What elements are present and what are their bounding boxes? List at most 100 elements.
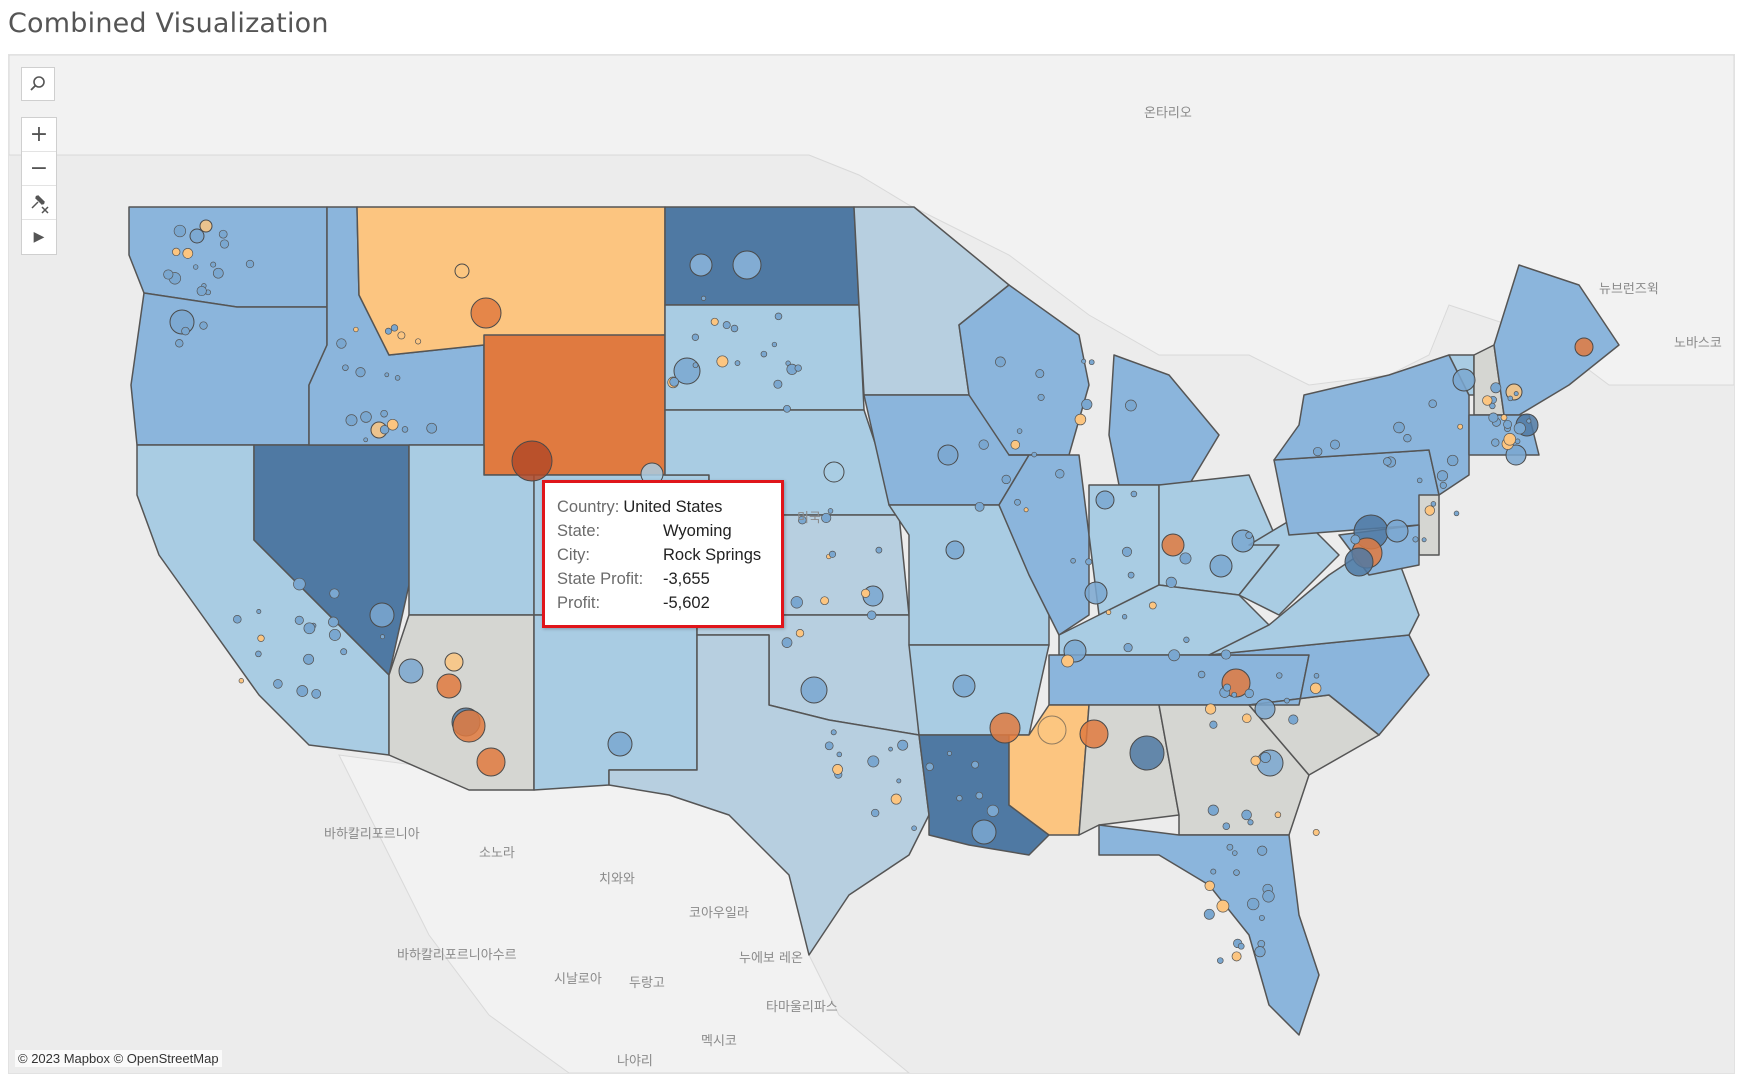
city-dot[interactable]: [1447, 454, 1459, 467]
city-dot[interactable]: [1165, 576, 1177, 588]
city-dot[interactable]: [1037, 393, 1045, 401]
city-dot[interactable]: [1490, 382, 1502, 394]
city-dot[interactable]: [774, 312, 783, 321]
city-dot[interactable]: [1257, 845, 1268, 856]
city-marker[interactable]: [1095, 490, 1115, 510]
city-marker[interactable]: [1161, 533, 1185, 557]
city-dot[interactable]: [1055, 469, 1065, 479]
city-dot[interactable]: [1430, 501, 1437, 507]
city-marker[interactable]: [732, 250, 762, 280]
city-dot[interactable]: [1254, 946, 1266, 958]
city-dot[interactable]: [1330, 439, 1340, 450]
state-texas[interactable]: [608, 634, 930, 956]
city-dot[interactable]: [218, 229, 228, 239]
city-marker[interactable]: [945, 540, 965, 560]
city-dot[interactable]: [363, 437, 369, 443]
city-dot[interactable]: [257, 634, 265, 642]
city-marker[interactable]: [1254, 698, 1276, 720]
city-dot[interactable]: [1226, 843, 1234, 851]
city-dot[interactable]: [1482, 395, 1493, 406]
city-dot[interactable]: [1121, 614, 1128, 620]
city-dot[interactable]: [1125, 399, 1137, 412]
city-dot[interactable]: [380, 409, 388, 418]
city-marker[interactable]: [1129, 735, 1165, 771]
city-dot[interactable]: [1179, 552, 1192, 565]
city-dot[interactable]: [1500, 414, 1508, 421]
city-rock-springs[interactable]: [511, 440, 553, 482]
city-dot[interactable]: [1313, 446, 1323, 457]
city-dot[interactable]: [824, 741, 834, 751]
city-dot[interactable]: [1130, 490, 1138, 498]
city-dot[interactable]: [386, 418, 399, 431]
city-dot[interactable]: [790, 596, 803, 609]
city-dot[interactable]: [273, 679, 283, 689]
city-dot[interactable]: [971, 760, 979, 769]
city-dot[interactable]: [345, 414, 358, 427]
city-dot[interactable]: [1439, 481, 1447, 489]
city-marker[interactable]: [1084, 581, 1108, 605]
city-dot[interactable]: [397, 331, 406, 340]
city-dot[interactable]: [781, 637, 793, 648]
city-dot[interactable]: [1416, 477, 1423, 484]
city-dot[interactable]: [353, 326, 359, 333]
city-marker[interactable]: [1452, 368, 1476, 392]
city-dot[interactable]: [1247, 819, 1254, 826]
city-dot[interactable]: [911, 825, 917, 831]
city-dot[interactable]: [1393, 421, 1405, 434]
city-dot[interactable]: [867, 755, 880, 768]
city-dot[interactable]: [1313, 673, 1320, 679]
city-dot[interactable]: [293, 577, 306, 591]
city-dot[interactable]: [1488, 412, 1499, 423]
city-dot[interactable]: [760, 350, 768, 358]
city-dot[interactable]: [1223, 683, 1232, 692]
city-dot[interactable]: [1503, 433, 1517, 446]
city-dot[interactable]: [256, 609, 262, 614]
city-marker[interactable]: [1209, 554, 1233, 578]
city-dot[interactable]: [861, 588, 871, 598]
city-dot[interactable]: [836, 751, 843, 758]
map-view[interactable]: 온타리오 뉴브런즈윅 노바스코 바하칼리포르니아 소노라 치와와 코아우일라 누…: [8, 54, 1735, 1074]
city-dot[interactable]: [1312, 828, 1320, 836]
city-dot[interactable]: [798, 515, 807, 525]
state-arizona[interactable]: [388, 614, 535, 791]
city-dot[interactable]: [328, 616, 339, 628]
city-dot[interactable]: [1168, 649, 1181, 662]
city-dot[interactable]: [1127, 571, 1135, 579]
city-dot[interactable]: [1123, 643, 1133, 653]
city-dot[interactable]: [896, 778, 902, 784]
city-dot[interactable]: [827, 508, 834, 514]
city-dot[interactable]: [1204, 880, 1215, 891]
city-marker[interactable]: [476, 747, 506, 777]
city-dot[interactable]: [1453, 510, 1460, 517]
city-dot[interactable]: [173, 224, 187, 238]
city-dot[interactable]: [734, 360, 741, 366]
city-dot[interactable]: [384, 372, 390, 378]
city-dot[interactable]: [1210, 868, 1217, 875]
city-dot[interactable]: [1148, 601, 1157, 610]
city-dot[interactable]: [716, 355, 729, 368]
city-dot[interactable]: [978, 439, 989, 450]
city-dot[interactable]: [1247, 897, 1260, 911]
city-dot[interactable]: [947, 750, 952, 756]
city-dot[interactable]: [888, 746, 893, 752]
city-dot[interactable]: [1284, 697, 1290, 704]
city-dot[interactable]: [1209, 720, 1218, 729]
state-new-york[interactable]: [1273, 354, 1470, 496]
city-dot[interactable]: [669, 377, 679, 387]
city-dot[interactable]: [1232, 850, 1238, 856]
city-dot[interactable]: [311, 688, 322, 699]
city-dot[interactable]: [1491, 438, 1500, 447]
city-dot[interactable]: [303, 622, 316, 635]
city-dot[interactable]: [212, 267, 224, 279]
city-dot[interactable]: [1217, 957, 1224, 964]
city-dot[interactable]: [1010, 440, 1021, 450]
state-florida[interactable]: [1098, 824, 1320, 1036]
city-dot[interactable]: [1105, 609, 1112, 615]
state-wyoming[interactable]: [483, 334, 666, 476]
city-dot[interactable]: [691, 333, 700, 341]
city-dot[interactable]: [875, 546, 883, 554]
city-dot[interactable]: [193, 264, 199, 270]
city-dot[interactable]: [1436, 470, 1449, 482]
city-dot[interactable]: [1350, 534, 1361, 545]
city-dot[interactable]: [1237, 942, 1245, 950]
